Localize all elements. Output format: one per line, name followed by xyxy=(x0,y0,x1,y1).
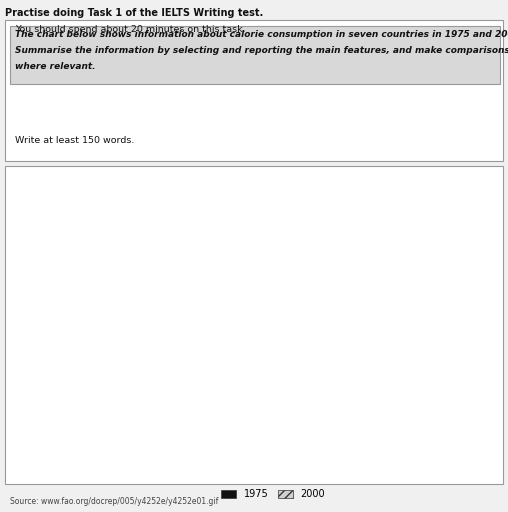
Bar xyxy=(273,241,295,438)
Bar xyxy=(71,291,92,438)
Bar xyxy=(311,276,333,438)
Text: Write at least 150 words.: Write at least 150 words. xyxy=(15,136,135,145)
Bar xyxy=(454,285,475,438)
Text: where relevant.: where relevant. xyxy=(15,62,96,72)
Bar xyxy=(213,226,235,438)
Bar xyxy=(432,298,454,438)
Bar xyxy=(131,259,153,438)
Title: Calorie consumption in selected countries: Calorie consumption in selected countrie… xyxy=(156,172,390,182)
Bar xyxy=(153,224,174,438)
Bar xyxy=(372,296,393,438)
Legend: 1975, 2000: 1975, 2000 xyxy=(217,485,329,503)
Bar xyxy=(333,260,355,438)
Text: The chart below shows information about calorie consumption in seven countries i: The chart below shows information about … xyxy=(15,30,508,39)
Bar xyxy=(192,294,213,438)
Bar xyxy=(393,262,415,438)
Text: You should spend about 20 minutes on this task.: You should spend about 20 minutes on thi… xyxy=(15,25,246,34)
Bar xyxy=(92,223,114,438)
Text: Source: www.fao.org/docrep/005/y4252e/y4252e01.gif: Source: www.fao.org/docrep/005/y4252e/y4… xyxy=(10,497,218,506)
Bar xyxy=(251,287,273,438)
Text: Summarise the information by selecting and reporting the main features, and make: Summarise the information by selecting a… xyxy=(15,46,508,55)
Text: Practise doing Task 1 of the IELTS Writing test.: Practise doing Task 1 of the IELTS Writi… xyxy=(5,8,263,18)
